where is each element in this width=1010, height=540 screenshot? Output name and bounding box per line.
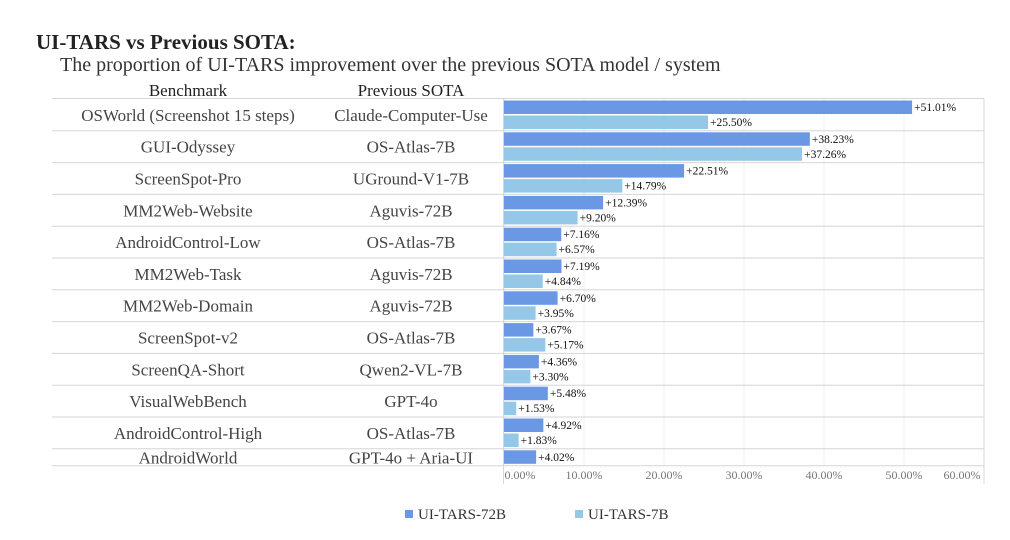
bar-ui-tars-72b: [504, 323, 534, 337]
x-tick-label: 60.00%: [944, 468, 981, 482]
bar-ui-tars-7b: [504, 147, 803, 161]
previous-sota-label: Aguvis-72B: [369, 201, 452, 220]
header-benchmark: Benchmark: [149, 81, 228, 100]
benchmark-label: GUI-Odyssey: [141, 138, 236, 157]
data-label: +37.26%: [804, 149, 846, 161]
data-label: +4.84%: [545, 276, 582, 288]
x-tick-label: 10.00%: [566, 468, 603, 482]
benchmark-label: AndroidControl-High: [114, 424, 263, 443]
bar-ui-tars-72b: [504, 450, 537, 464]
data-label: +1.83%: [521, 435, 558, 447]
bar-ui-tars-72b: [504, 354, 539, 369]
benchmark-label: ScreenSpot-Pro: [135, 170, 242, 189]
x-tick-label: 50.00%: [886, 468, 923, 482]
data-label: +22.51%: [686, 166, 728, 178]
bar-ui-tars-7b: [504, 210, 578, 225]
previous-sota-label: OS-Atlas-7B: [367, 138, 456, 157]
benchmark-label: ScreenQA-Short: [131, 360, 245, 379]
data-label: +25.50%: [710, 117, 752, 129]
previous-sota-label: GPT-4o: [384, 392, 437, 411]
data-label: +4.92%: [545, 420, 582, 432]
data-label: +6.70%: [560, 293, 597, 305]
legend-label: UI-TARS-72B: [418, 507, 506, 523]
bar-ui-tars-7b: [504, 338, 546, 352]
x-tick-label: 0.00%: [505, 468, 536, 482]
previous-sota-label: Qwen2-VL-7B: [360, 360, 463, 379]
bar-ui-tars-7b: [504, 306, 536, 320]
data-label: +3.95%: [538, 308, 575, 320]
data-label: +6.57%: [559, 244, 596, 256]
bar-ui-tars-72b: [504, 291, 558, 305]
data-label: +5.17%: [547, 340, 584, 352]
bar-ui-tars-72b: [504, 418, 544, 432]
bar-ui-tars-7b: [504, 115, 708, 129]
bar-ui-tars-72b: [504, 132, 810, 146]
previous-sota-label: OS-Atlas-7B: [367, 329, 456, 348]
data-label: +4.36%: [541, 356, 578, 368]
x-tick-label: 30.00%: [726, 468, 763, 482]
data-label: +7.16%: [563, 229, 600, 241]
bar-ui-tars-72b: [504, 259, 562, 273]
previous-sota-label: Claude-Computer-Use: [334, 106, 488, 125]
legend-swatch-ui-tars-7b: [575, 510, 583, 518]
benchmark-label: MM2Web-Task: [135, 265, 242, 284]
previous-sota-label: Aguvis-72B: [369, 265, 452, 284]
benchmark-label: AndroidControl-Low: [115, 233, 261, 252]
bar-ui-tars-72b: [504, 195, 604, 210]
data-label: +3.30%: [532, 371, 569, 383]
header-previous-sota: Previous SOTA: [358, 81, 466, 100]
legend-label: UI-TARS-7B: [588, 507, 668, 523]
previous-sota-label: UGround-V1-7B: [353, 170, 469, 189]
benchmark-label: ScreenSpot-v2: [138, 329, 238, 348]
data-label: +12.39%: [605, 197, 647, 209]
data-label: +14.79%: [624, 181, 666, 193]
bar-ui-tars-72b: [504, 386, 548, 401]
bar-ui-tars-7b: [504, 401, 517, 416]
bar-ui-tars-7b: [504, 242, 557, 257]
data-label: +4.02%: [538, 452, 575, 464]
bar-ui-tars-7b: [504, 274, 543, 288]
bar-ui-tars-72b: [504, 100, 913, 114]
benchmark-label: OSWorld (Screenshot 15 steps): [81, 106, 294, 125]
benchmark-label: MM2Web-Website: [123, 201, 252, 220]
chart-title: UI-TARS vs Previous SOTA:: [36, 30, 296, 54]
data-label: +3.67%: [535, 325, 572, 337]
bar-ui-tars-7b: [504, 179, 623, 193]
data-label: +51.01%: [914, 102, 956, 114]
data-label: +38.23%: [812, 134, 854, 146]
data-label: +7.19%: [564, 261, 601, 273]
previous-sota-label: OS-Atlas-7B: [367, 233, 456, 252]
bar-ui-tars-72b: [504, 164, 685, 178]
benchmark-label: MM2Web-Domain: [123, 297, 253, 316]
bar-ui-tars-7b: [504, 369, 531, 384]
x-tick-label: 40.00%: [806, 468, 843, 482]
benchmark-label: VisualWebBench: [129, 392, 247, 411]
bar-ui-tars-72b: [504, 227, 562, 242]
previous-sota-label: GPT-4o + Aria-UI: [349, 448, 474, 467]
chart-subtitle: The proportion of UI-TARS improvement ov…: [60, 54, 721, 76]
data-label: +5.48%: [550, 388, 587, 400]
previous-sota-label: Aguvis-72B: [369, 297, 452, 316]
data-label: +1.53%: [518, 403, 555, 415]
benchmark-label: AndroidWorld: [139, 448, 238, 467]
data-label: +9.20%: [580, 212, 617, 224]
previous-sota-label: OS-Atlas-7B: [367, 424, 456, 443]
legend-swatch-ui-tars-72b: [405, 510, 413, 518]
bar-ui-tars-7b: [504, 433, 519, 447]
x-tick-label: 20.00%: [646, 468, 683, 482]
